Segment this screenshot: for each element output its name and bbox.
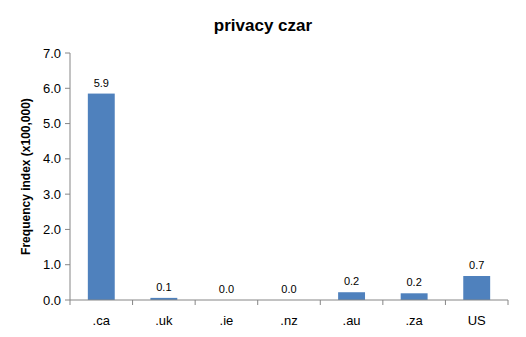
background (0, 0, 526, 337)
x-tick (195, 300, 196, 305)
data-label: 0.0 (281, 283, 296, 295)
x-tick (132, 300, 133, 305)
bars (88, 94, 490, 300)
bar (401, 293, 428, 300)
data-label: 0.2 (406, 276, 421, 288)
y-tick-label: 2.0 (43, 222, 61, 237)
y-tick-label: 4.0 (43, 151, 61, 166)
y-tick (65, 300, 70, 301)
x-tick (382, 300, 383, 305)
title: privacy czar (214, 16, 313, 35)
x-tick-label: US (468, 313, 486, 328)
x-tick-label: .au (343, 313, 361, 328)
data-label: 5.9 (94, 77, 109, 89)
x-axis-line (70, 300, 508, 301)
y-tick (65, 123, 70, 124)
y-tick-label: 3.0 (43, 187, 61, 202)
x-tick-label: .uk (155, 313, 173, 328)
chart-container: privacy czar Frequency index (x100,000) 0.… (0, 0, 526, 337)
y-tick (65, 229, 70, 230)
x-tick (445, 300, 446, 305)
bar (463, 276, 490, 300)
y-tick-label: 7.0 (43, 46, 61, 61)
x-tick-label: .nz (280, 313, 297, 328)
x-tick-label: .ie (220, 313, 234, 328)
x-tick-label: .za (405, 313, 423, 328)
y-tick (65, 88, 70, 89)
bar (338, 292, 365, 300)
chart-svg: privacy czar Frequency index (x100,000) 0.… (0, 0, 526, 337)
x-tick (508, 300, 509, 305)
x-tick (257, 300, 258, 305)
y-tick (65, 53, 70, 54)
y-axis-label: Frequency index (x100,000) (19, 98, 33, 255)
x-tick (320, 300, 321, 305)
y-tick (65, 158, 70, 159)
y-tick-label: 5.0 (43, 116, 61, 131)
data-label: 0.1 (156, 281, 171, 293)
y-tick-label: 1.0 (43, 257, 61, 272)
y-tick-label: 0.0 (43, 293, 61, 308)
y-tick (65, 264, 70, 265)
data-label: 0.7 (469, 259, 484, 271)
y-tick (65, 194, 70, 195)
data-label: 0.2 (344, 275, 359, 287)
x-tick (70, 300, 71, 305)
data-label: 0.0 (219, 283, 234, 295)
y-axis-line (70, 53, 71, 300)
x-tick-label: .ca (93, 313, 111, 328)
bar (88, 94, 115, 300)
y-tick-label: 6.0 (43, 81, 61, 96)
